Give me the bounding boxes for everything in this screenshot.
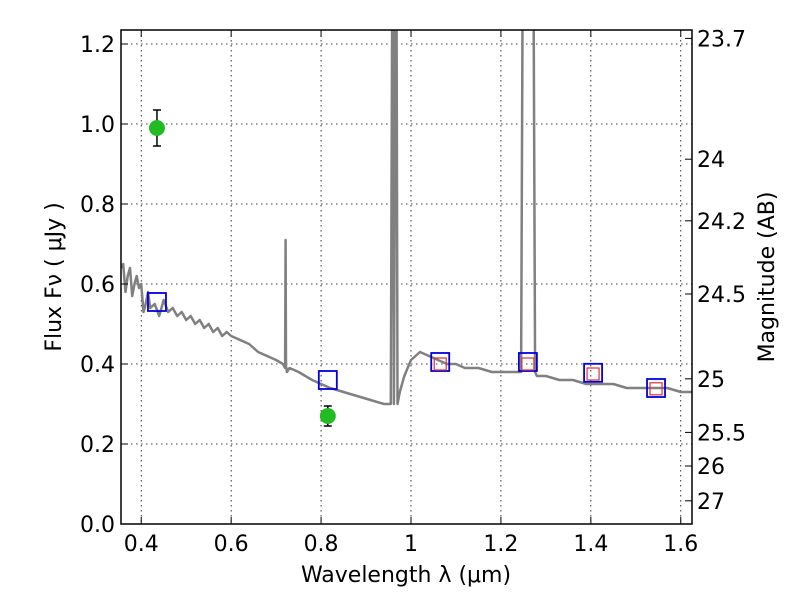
model-photometry-square — [147, 292, 167, 312]
model-photometry-square — [430, 352, 451, 372]
x-tick-label: 1 — [404, 532, 418, 557]
y-tick-label: 0.2 — [80, 433, 115, 458]
data-layer — [121, 30, 692, 427]
right-tick-label: 24.2 — [697, 210, 746, 235]
plot-frame — [120, 29, 693, 525]
y-tick-label: 1.2 — [80, 33, 115, 58]
tick-layer: 0.4 0.6 0.8 1 1.2 1.4 1.6 0.0 0.2 0.4 0.6 0.8 1.0 1.2… — [80, 27, 746, 557]
right-tick-label: 23.7 — [697, 27, 746, 52]
x-tick-label: 0.4 — [124, 532, 159, 557]
label-layer: Wavelength λ (μm) Flux Fν ( μJy ) Magnit… — [42, 192, 780, 588]
model-photometry-square — [646, 378, 666, 398]
observed-data-point — [319, 408, 336, 424]
model-photometry-square — [317, 370, 338, 390]
right-tick-label: 24 — [697, 148, 725, 173]
y-tick-label: 0.4 — [80, 353, 115, 378]
x-tick-label: 0.6 — [214, 532, 249, 557]
x-tick-label: 1.6 — [663, 532, 698, 557]
right-tick-label: 27 — [697, 490, 725, 515]
model-photometry-inner-square — [433, 357, 447, 371]
model-photometry-inner-square — [521, 357, 535, 371]
model-photometry-square — [517, 352, 538, 372]
right-tick-label: 24.5 — [697, 283, 746, 308]
model-photometry-inner-square — [649, 382, 663, 396]
x-tick-label: 1.2 — [483, 532, 518, 557]
model-photometry-square — [583, 362, 603, 383]
y-tick-label: 0.8 — [80, 193, 115, 218]
x-axis-title: Wavelength λ (μm) — [301, 563, 511, 588]
right-axis-title: Magnitude (AB) — [755, 192, 780, 363]
right-tick-label: 25.5 — [697, 421, 746, 446]
y-axis-title: Flux Fν ( μJy ) — [42, 202, 67, 351]
y-tick-label: 0.0 — [80, 513, 115, 538]
observed-data-point — [148, 120, 165, 136]
model-photometry-inner-square — [586, 367, 600, 381]
grid-layer — [121, 30, 692, 525]
model-spectrum-line — [121, 30, 692, 406]
y-tick-label: 1.0 — [80, 113, 115, 138]
y-tick-label: 0.6 — [80, 273, 115, 298]
x-tick-label: 0.8 — [304, 532, 339, 557]
right-tick-label: 26 — [697, 455, 725, 480]
right-tick-label: 25 — [697, 368, 725, 393]
x-tick-label: 1.4 — [573, 532, 608, 557]
